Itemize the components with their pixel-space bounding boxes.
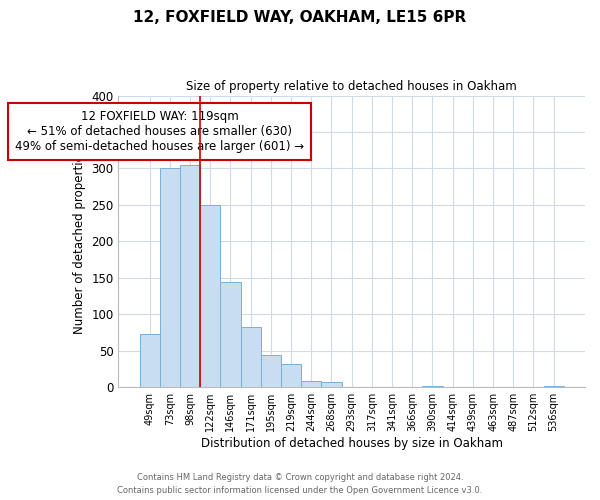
Bar <box>160 168 180 387</box>
Bar <box>180 165 200 387</box>
Y-axis label: Number of detached properties: Number of detached properties <box>73 148 86 334</box>
Title: Size of property relative to detached houses in Oakham: Size of property relative to detached ho… <box>186 80 517 93</box>
Bar <box>220 282 241 387</box>
Bar <box>140 334 160 387</box>
Bar <box>200 205 220 387</box>
Text: Contains HM Land Registry data © Crown copyright and database right 2024.
Contai: Contains HM Land Registry data © Crown c… <box>118 474 482 495</box>
X-axis label: Distribution of detached houses by size in Oakham: Distribution of detached houses by size … <box>200 437 503 450</box>
Bar <box>261 355 281 387</box>
Bar <box>544 386 564 387</box>
Text: 12 FOXFIELD WAY: 119sqm
← 51% of detached houses are smaller (630)
49% of semi-d: 12 FOXFIELD WAY: 119sqm ← 51% of detache… <box>15 110 304 153</box>
Text: 12, FOXFIELD WAY, OAKHAM, LE15 6PR: 12, FOXFIELD WAY, OAKHAM, LE15 6PR <box>133 10 467 25</box>
Bar <box>322 382 341 387</box>
Bar <box>281 364 301 387</box>
Bar <box>422 386 443 387</box>
Bar <box>301 382 322 387</box>
Bar <box>241 326 261 387</box>
